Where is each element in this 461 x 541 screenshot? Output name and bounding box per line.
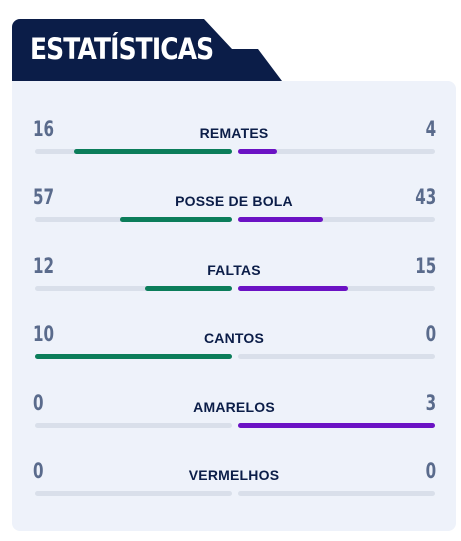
stats-panel: 16 REMATES 4 57 POSSE DE BOLA 43 12 FALT… [12,81,456,531]
home-bar-track [35,423,232,428]
away-bar [238,217,323,222]
stat-row: 57 POSSE DE BOLA 43 [12,185,456,245]
stat-label: AMARELOS [193,399,275,415]
home-bar-track [35,286,232,291]
home-value: 10 [33,322,55,346]
stat-label: CANTOS [203,330,265,346]
home-bar-track [35,217,232,222]
home-bar [74,149,232,154]
page-title: ESTATÍSTICAS [30,32,214,66]
stat-row: 10 CANTOS 0 [12,322,456,382]
away-bar-track [238,491,435,496]
stat-row: 0 VERMELHOS 0 [12,459,456,519]
stat-label: REMATES [199,125,269,141]
stat-row: 16 REMATES 4 [12,117,456,177]
stat-label: VERMELHOS [188,467,280,483]
away-value: 4 [425,117,436,141]
header-tab: ESTATÍSTICAS [12,19,282,81]
away-value: 3 [425,391,436,415]
home-value: 12 [33,254,55,278]
away-bar [238,423,435,428]
stat-row: 12 FALTAS 15 [12,254,456,314]
away-bar-track [238,423,435,428]
away-bar [238,149,278,154]
stat-label: FALTAS [207,262,261,278]
away-bar-track [238,354,435,359]
away-value: 0 [425,459,436,483]
stat-row: 0 AMARELOS 3 [12,391,456,451]
home-bar [145,286,232,291]
home-bar-track [35,354,232,359]
away-bar-track [238,149,435,154]
home-bar-track [35,491,232,496]
stat-label: POSSE DE BOLA [175,193,293,209]
away-value: 43 [414,185,436,209]
away-bar-track [238,286,435,291]
home-bar [119,217,232,222]
home-value: 0 [33,459,44,483]
home-value: 0 [33,391,44,415]
home-bar-track [35,149,232,154]
home-bar [35,354,232,359]
away-value: 15 [414,254,436,278]
away-value: 0 [425,322,436,346]
home-value: 57 [33,185,55,209]
away-bar [238,286,349,291]
away-bar-track [238,217,435,222]
home-value: 16 [33,117,55,141]
